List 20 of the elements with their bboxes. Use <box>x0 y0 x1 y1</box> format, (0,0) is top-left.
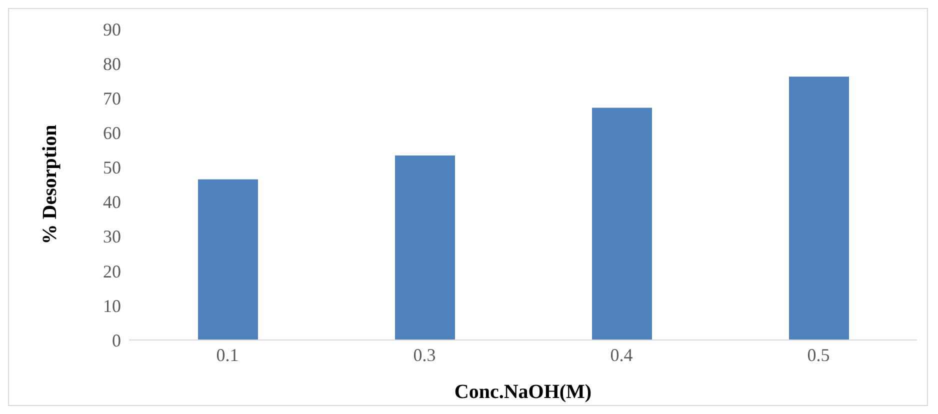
y-tick-label: 20 <box>103 261 121 282</box>
x-tick-label: 0.1 <box>216 344 239 365</box>
y-tick-label: 80 <box>103 54 121 74</box>
y-tick-label: 70 <box>103 88 121 108</box>
x-axis-title: Conc.NaOH(M) <box>454 381 592 403</box>
y-tick-label: 40 <box>103 192 121 212</box>
bar <box>789 76 849 340</box>
y-axis-title: % Desorption <box>39 124 62 244</box>
y-tick-label: 90 <box>103 19 121 40</box>
y-tick-label: 50 <box>103 158 121 178</box>
bar <box>395 155 455 340</box>
y-tick-label: 60 <box>103 123 121 144</box>
x-tick-label: 0.5 <box>807 344 830 365</box>
y-tick-label: 0 <box>112 330 121 350</box>
bar <box>592 108 652 340</box>
y-tick-label: 10 <box>103 296 121 316</box>
x-tick-label: 0.4 <box>610 344 633 365</box>
bar <box>198 179 258 340</box>
y-tick-label: 30 <box>103 226 121 247</box>
x-tick-label: 0.3 <box>413 344 436 365</box>
